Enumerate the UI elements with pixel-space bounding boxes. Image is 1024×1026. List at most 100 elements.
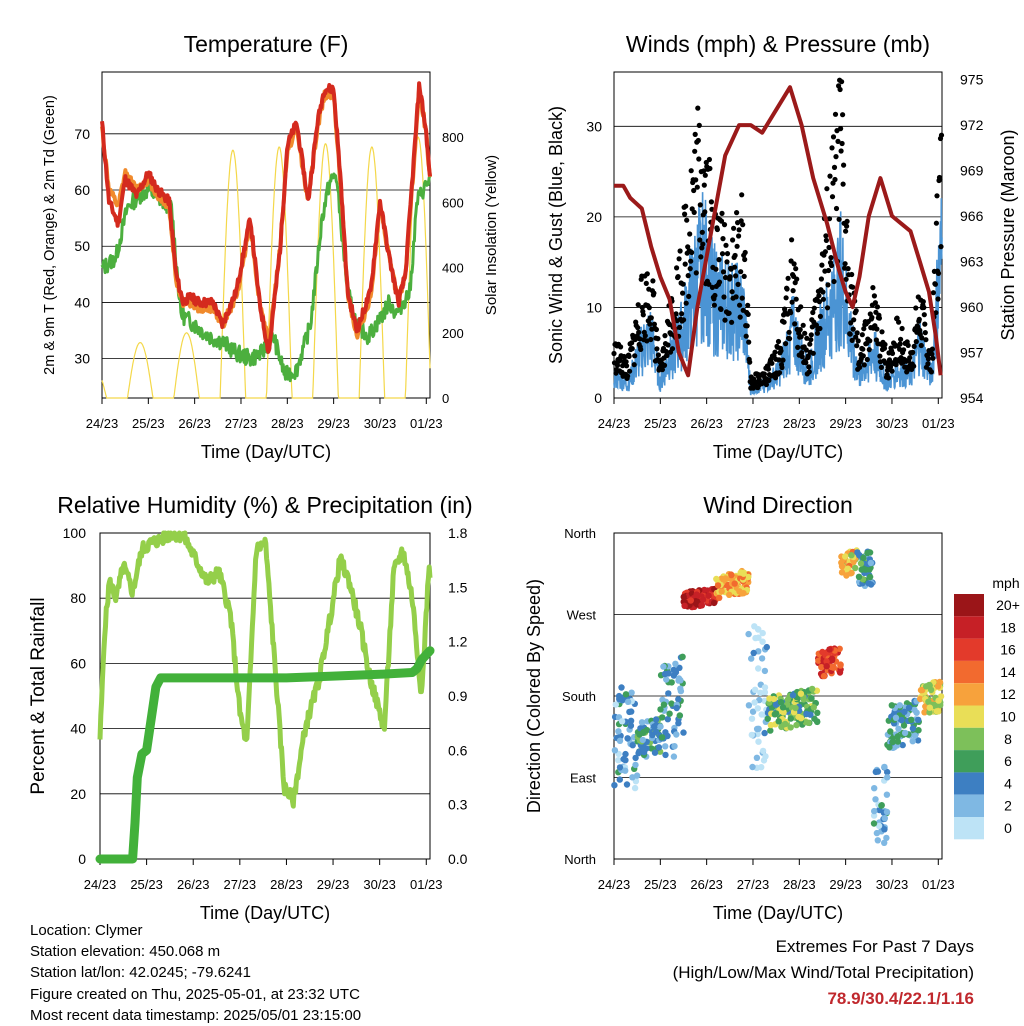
gust-point	[646, 305, 652, 311]
gust-point	[675, 274, 681, 280]
gust-point	[629, 346, 635, 352]
gust-point	[810, 350, 816, 356]
gust-point	[688, 258, 694, 264]
wind-direction-point	[615, 757, 622, 764]
gust-point	[692, 148, 698, 154]
wind-direction-point	[761, 689, 769, 696]
gust-point	[625, 373, 631, 379]
gust-point	[772, 375, 779, 381]
gust-point	[794, 276, 800, 282]
y2-tick-label-wind-3: 963	[960, 254, 984, 270]
gust-point	[850, 284, 856, 290]
wind-direction-point	[679, 653, 686, 660]
gust-point	[632, 353, 638, 359]
y-tick-label-wind-0: 0	[594, 390, 602, 406]
gust-point	[730, 237, 736, 243]
gust-point	[819, 262, 825, 268]
y-axis-label-rh: Percent & Total Rainfall	[28, 597, 49, 794]
wind-direction-point	[813, 718, 821, 725]
wind-direction-point	[892, 714, 900, 721]
gust-point	[654, 346, 660, 352]
y-tick-label-rh-2: 40	[70, 721, 86, 737]
wind-direction-point	[618, 718, 626, 725]
gust-point	[618, 344, 624, 350]
wind-direction-point	[758, 655, 766, 662]
gust-point	[701, 182, 707, 188]
gust-point	[697, 237, 703, 243]
gust-point	[682, 211, 688, 217]
gust-point	[665, 342, 671, 348]
wind-direction-point	[838, 559, 845, 566]
gust-point	[930, 290, 937, 296]
gust-point	[817, 313, 824, 319]
wind-direction-point	[748, 731, 755, 739]
gust-point	[747, 359, 753, 365]
gust-point	[775, 338, 782, 345]
gust-point	[803, 360, 809, 366]
speed-legend-swatch-4	[954, 683, 984, 706]
wind-direction-point	[792, 704, 799, 712]
gust-point	[802, 330, 808, 336]
x-tick-label-1-2: 26/23	[690, 416, 723, 431]
gust-point	[810, 309, 816, 316]
wind-direction-point	[860, 554, 867, 562]
wind-direction-point	[787, 715, 794, 722]
wind-direction-point	[710, 599, 718, 607]
wind-direction-point	[934, 683, 942, 690]
gust-point	[921, 304, 927, 311]
gust-point	[734, 243, 740, 249]
x-tick-label-1-0: 24/23	[598, 416, 631, 431]
gust-point	[925, 356, 932, 362]
wind-direction-point	[901, 729, 909, 737]
gust-point	[695, 137, 701, 144]
wind-direction-point	[780, 709, 787, 716]
gust-point	[861, 362, 867, 368]
speed-legend-label-1: 18	[1000, 619, 1016, 635]
wind-direction-point	[716, 594, 723, 601]
gust-point	[766, 377, 772, 383]
gust-point	[702, 209, 708, 215]
x-tick-label-1-4: 28/23	[783, 416, 816, 431]
gust-point	[932, 281, 939, 287]
gust-point	[894, 315, 900, 321]
wind-direction-point	[909, 738, 916, 745]
wind-direction-point	[858, 566, 865, 573]
gust-point	[922, 330, 928, 336]
wind-direction-point	[754, 705, 761, 712]
gust-point	[889, 368, 895, 374]
x-tick-label-0-2: 26/23	[178, 416, 211, 431]
wind-direction-point	[745, 630, 752, 638]
gust-point	[840, 181, 846, 187]
wind-direction-point	[844, 565, 852, 572]
wind-direction-point	[629, 742, 636, 749]
speed-legend-label-3: 14	[1000, 664, 1016, 680]
gust-point	[722, 317, 728, 323]
chart-title-1: Winds (mph) & Pressure (mb)	[626, 31, 930, 57]
wind-direction-point	[857, 560, 865, 567]
extremes-box: Extremes For Past 7 Days (High/Low/Max W…	[673, 934, 974, 1012]
wind-direction-point	[823, 663, 830, 670]
gust-point	[840, 112, 846, 118]
gust-point	[808, 337, 814, 343]
gust-point	[687, 266, 693, 272]
gust-point	[822, 249, 829, 255]
wind-direction-point	[615, 728, 622, 735]
gust-point	[712, 292, 718, 299]
y2-tick-label-wind-6: 972	[960, 117, 984, 133]
gust-point	[659, 367, 666, 373]
gust-point	[921, 312, 927, 318]
wind-direction-point	[664, 716, 671, 723]
gust-point	[811, 305, 817, 311]
gust-point	[916, 316, 922, 322]
gust-point	[844, 223, 850, 229]
wind-direction-point	[784, 696, 791, 703]
gust-point	[933, 220, 940, 226]
wind-direction-point	[848, 569, 855, 577]
gust-point	[706, 281, 712, 287]
gust-point	[783, 295, 789, 301]
gust-point	[841, 162, 847, 168]
wind-direction-point	[745, 702, 753, 709]
gust-point	[898, 336, 904, 342]
gust-point	[867, 338, 873, 344]
x-tick-label-2-6: 30/23	[363, 877, 396, 892]
